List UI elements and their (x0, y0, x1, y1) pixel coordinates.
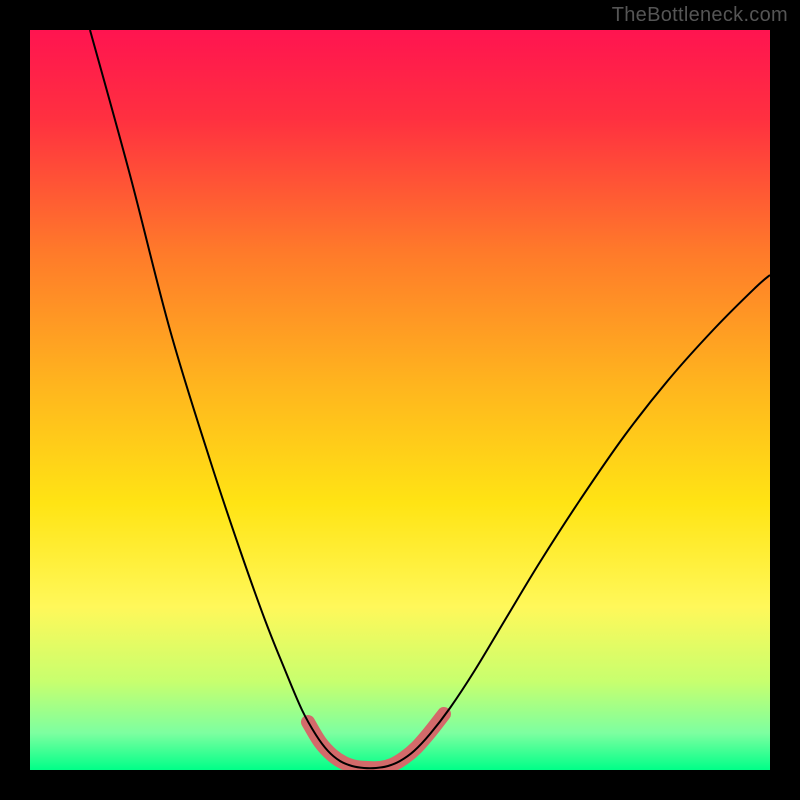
plot-area (30, 30, 770, 770)
curve-layer (30, 30, 770, 770)
bottleneck-curve (90, 30, 770, 768)
watermark-text: TheBottleneck.com (612, 4, 788, 27)
